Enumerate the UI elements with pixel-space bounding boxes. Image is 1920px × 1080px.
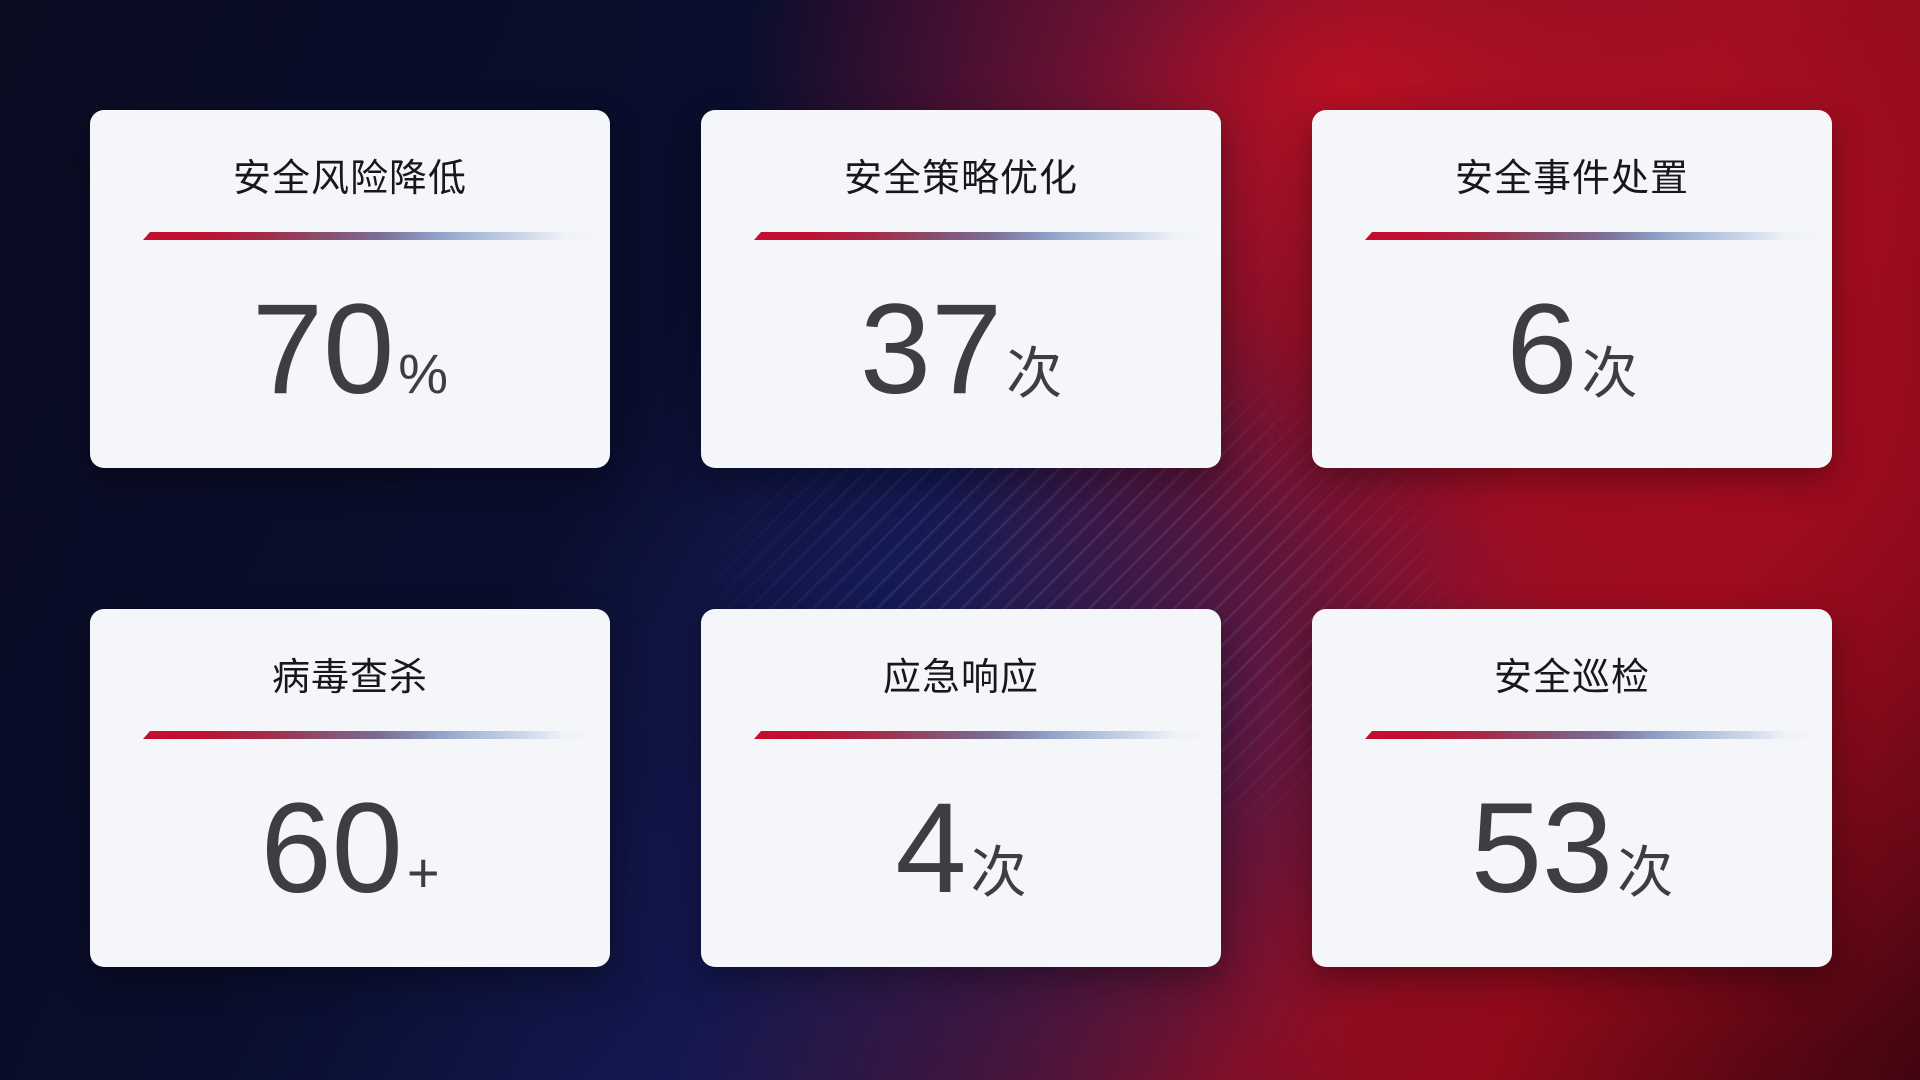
kpi-number: 53 — [1470, 777, 1614, 920]
kpi-value: 4 次 — [701, 785, 1221, 913]
kpi-unit: % — [398, 342, 449, 405]
kpi-unit: 次 — [970, 841, 1027, 904]
kpi-value: 53 次 — [1312, 785, 1832, 913]
gradient-divider — [754, 731, 1211, 739]
kpi-unit: 次 — [1617, 841, 1674, 904]
kpi-value: 70 % — [90, 286, 610, 414]
kpi-grid: 安全风险降低 70 % 安全策略优化 37 次 安全事件处置 6 次 病毒查杀 … — [90, 110, 1832, 967]
kpi-card-virus-scan: 病毒查杀 60 + — [90, 609, 610, 967]
kpi-value: 37 次 — [701, 286, 1221, 414]
kpi-card-incident-handling: 安全事件处置 6 次 — [1312, 110, 1832, 468]
kpi-title: 安全风险降低 — [232, 158, 467, 200]
kpi-unit: 次 — [1006, 342, 1063, 405]
kpi-number: 70 — [251, 278, 395, 421]
kpi-title: 安全策略优化 — [843, 158, 1078, 200]
kpi-title: 安全事件处置 — [1454, 158, 1689, 200]
kpi-unit: + — [406, 841, 440, 904]
kpi-title: 应急响应 — [882, 657, 1039, 699]
kpi-card-security-inspection: 安全巡检 53 次 — [1312, 609, 1832, 967]
kpi-number: 4 — [895, 777, 967, 920]
kpi-title: 病毒查杀 — [271, 657, 428, 699]
kpi-card-emergency-response: 应急响应 4 次 — [701, 609, 1221, 967]
kpi-number: 6 — [1506, 278, 1578, 421]
gradient-divider — [754, 232, 1211, 240]
kpi-value: 6 次 — [1312, 286, 1832, 414]
kpi-unit: 次 — [1581, 342, 1638, 405]
gradient-divider — [143, 731, 600, 739]
kpi-card-risk-reduction: 安全风险降低 70 % — [90, 110, 610, 468]
kpi-value: 60 + — [90, 785, 610, 913]
kpi-number: 60 — [260, 777, 403, 920]
kpi-number: 37 — [859, 278, 1003, 421]
kpi-title: 安全巡检 — [1493, 657, 1650, 699]
gradient-divider — [1365, 731, 1822, 739]
gradient-divider — [143, 232, 600, 240]
kpi-card-policy-optimization: 安全策略优化 37 次 — [701, 110, 1221, 468]
gradient-divider — [1365, 232, 1822, 240]
